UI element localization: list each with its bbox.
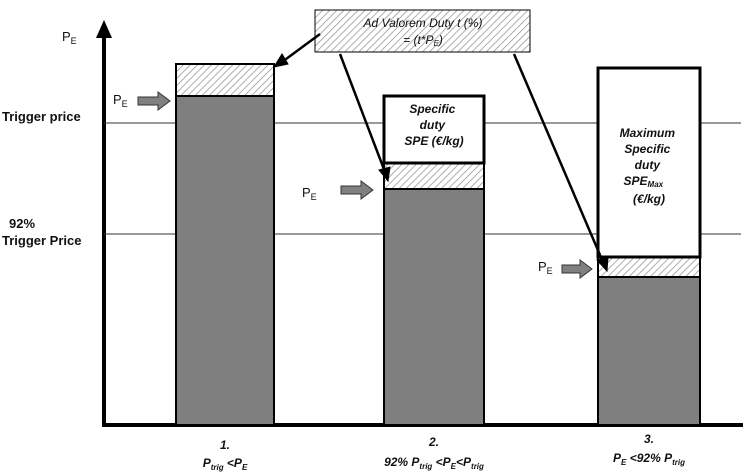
pe-indicator-3-arrow [561, 259, 593, 279]
bar-2-label-line2: duty [420, 118, 447, 132]
bar-3-caption-number: 3. [644, 432, 654, 446]
bar-2-caption-number: 2. [428, 435, 439, 449]
bar-2-caption-part: 92% P [384, 455, 420, 469]
bar-1-ad-valorem-duty [175, 63, 275, 97]
bar-3-label-line2: Specific [624, 142, 670, 156]
bar-1-caption: Ptrig <PE [203, 456, 248, 472]
bar-2-caption-part: E [451, 462, 457, 471]
callout-arrowhead-bar-1 [272, 53, 289, 68]
pe-indicator-2-label: PE [302, 185, 317, 202]
trigger-price-label: Trigger price [2, 109, 81, 124]
bar-3-caption-part: E [621, 458, 627, 467]
bar-2-caption-part: trig [419, 462, 432, 471]
bar-1-caption-part: <P [224, 456, 243, 470]
pe-indicator-2: PE [302, 180, 374, 202]
trigger-92-label-line2: Trigger Price [2, 233, 81, 248]
pe-indicator-2-arrow [340, 180, 374, 200]
bar-1-caption-number: 1. [220, 438, 230, 452]
bar-1 [175, 63, 275, 426]
bar-3-caption-part: trig [672, 458, 685, 467]
trigger-92-label-line1: 92% [9, 216, 35, 231]
bar-3-label-line1: Maximum [620, 126, 676, 140]
bar-2-label-line3: SPE (€/kg) [404, 134, 463, 148]
bar-3-caption-part: P [613, 451, 622, 465]
pe-indicator-1-label: PE [113, 92, 128, 109]
callout-arrowhead-bar-3 [596, 256, 609, 273]
callout-arrows [272, 32, 609, 273]
bar-3-caption-part: <92% P [626, 451, 673, 465]
pe-indicator-3-label: PE [538, 259, 553, 276]
bar-2-price [383, 188, 485, 426]
bar-3-price [597, 276, 701, 426]
bar-3-label-line5: (€/kg) [633, 192, 665, 206]
bar-3: Maximum Specific duty SPEMax (€/kg) [596, 66, 702, 426]
bar-2-label-line1: Specific [409, 102, 455, 116]
bar-3-ad-valorem-duty [597, 256, 701, 278]
bar-captions: 1. Ptrig <PE 2. 92% Ptrig <PE<Ptrig 3. P… [203, 432, 685, 472]
bar-3-max-specific-duty-label: Maximum Specific duty SPEMax (€/kg) [620, 126, 679, 206]
bar-2-caption: 92% Ptrig <PE<Ptrig [384, 455, 484, 471]
bar-3-caption: PE <92% Ptrig [613, 451, 685, 467]
pe-indicator-1: PE [113, 91, 171, 111]
bar-3-max-specific-duty [596, 66, 702, 259]
bar-2-caption-part: trig [471, 462, 484, 471]
bar-2-specific-duty-label: Specific duty SPE (€/kg) [404, 102, 463, 148]
callout-arrow-to-bar-3 [512, 53, 605, 263]
pe-indicator-1-arrow [137, 91, 171, 111]
callout-arrow-to-bar-1 [281, 32, 321, 64]
bar-3-label-line3: duty [635, 158, 662, 172]
bar-1-price [175, 95, 275, 426]
callout-arrow-to-bar-2 [338, 53, 387, 173]
bar-1-caption-part: trig [211, 463, 224, 472]
ad-valorem-callout-line2: = (t*PE) [403, 33, 443, 48]
bar-1-caption-part: P [203, 456, 212, 470]
bar-2-ad-valorem-duty [383, 162, 485, 190]
y-axis-label: PE [62, 29, 77, 46]
callout-arrowhead-bar-2 [378, 166, 391, 183]
bar-3-label-line4: SPEMax [624, 174, 664, 189]
pe-indicator-3: PE [538, 259, 593, 279]
y-axis-arrowhead [96, 20, 112, 38]
bar-1-caption-part: E [242, 463, 248, 472]
bar-2-specific-duty [382, 94, 486, 165]
ad-valorem-callout-line1: Ad Valorem Duty t (%) [363, 16, 483, 30]
bar-2-caption-part: <P [432, 455, 451, 469]
bar-2: Specific duty SPE (€/kg) [382, 94, 486, 426]
bar-2-caption-part: <P [456, 455, 472, 469]
ad-valorem-callout-box [314, 9, 531, 53]
